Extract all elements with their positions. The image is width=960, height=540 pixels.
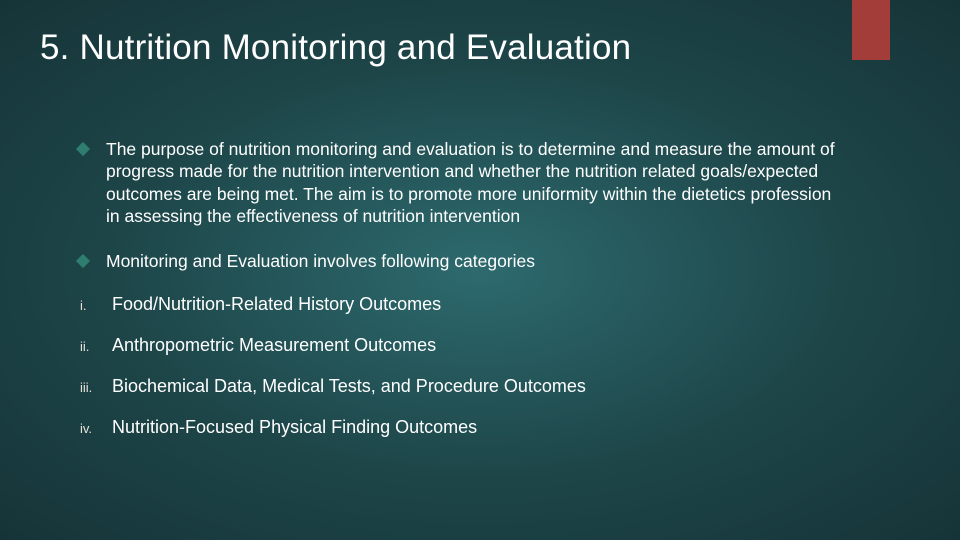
roman-marker: iv. — [78, 421, 112, 436]
roman-item: ii. Anthropometric Measurement Outcomes — [78, 335, 900, 356]
roman-marker: iii. — [78, 380, 112, 395]
slide-title: 5. Nutrition Monitoring and Evaluation — [40, 28, 900, 68]
slide-container: 5. Nutrition Monitoring and Evaluation T… — [0, 0, 960, 438]
slide-content: The purpose of nutrition monitoring and … — [40, 138, 900, 438]
accent-bar — [852, 0, 890, 60]
roman-text: Food/Nutrition-Related History Outcomes — [112, 294, 441, 315]
roman-text: Anthropometric Measurement Outcomes — [112, 335, 436, 356]
roman-text: Nutrition-Focused Physical Finding Outco… — [112, 417, 477, 438]
bullet-item: Monitoring and Evaluation involves follo… — [78, 250, 900, 272]
diamond-icon — [76, 253, 90, 267]
roman-marker: ii. — [78, 339, 112, 354]
bullet-text: The purpose of nutrition monitoring and … — [106, 138, 836, 228]
bullet-item: The purpose of nutrition monitoring and … — [78, 138, 900, 228]
roman-marker: i. — [78, 298, 112, 313]
roman-list: i. Food/Nutrition-Related History Outcom… — [78, 294, 900, 438]
roman-item: iii. Biochemical Data, Medical Tests, an… — [78, 376, 900, 397]
bullet-text: Monitoring and Evaluation involves follo… — [106, 250, 535, 272]
roman-item: iv. Nutrition-Focused Physical Finding O… — [78, 417, 900, 438]
roman-text: Biochemical Data, Medical Tests, and Pro… — [112, 376, 586, 397]
diamond-icon — [76, 142, 90, 156]
roman-item: i. Food/Nutrition-Related History Outcom… — [78, 294, 900, 315]
